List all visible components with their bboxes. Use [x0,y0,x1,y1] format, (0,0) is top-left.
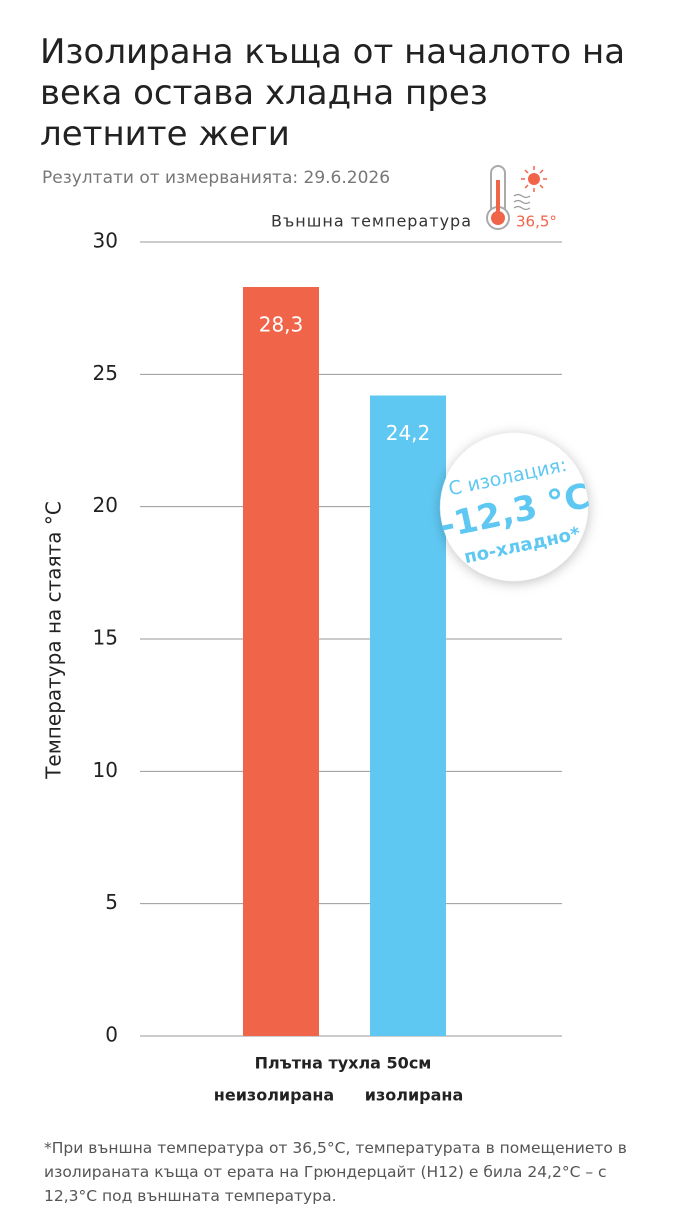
y-tick-label: 10 [93,758,118,782]
chart-title: Изолирана къща от началото на века остав… [40,32,626,154]
bar [370,395,446,1036]
y-tick-label: 0 [105,1023,118,1047]
footnote: *При външна температура от 36,5°C, темпе… [44,1139,627,1205]
chart-subtitle: Резултати от измерванията: 29.6.2026 [42,168,391,188]
badge: С изолация:-12,3 °Cпо-хладно* [437,433,593,581]
outside-value: 36,5° [516,213,557,231]
value-label: 24,2 [386,421,431,445]
y-tick-label: 15 [93,626,118,650]
badge-circle [440,433,588,581]
y-tick-label: 5 [105,890,118,914]
y-axis-title: Температура на стаята °C [42,501,66,780]
outside-label: Външна температура [271,212,472,231]
thermometer-icon [486,165,547,230]
y-tick-label: 30 [93,229,118,253]
y-tick-label: 20 [93,493,118,517]
x-tick-label: неизолирана [214,1086,334,1105]
value-label: 28,3 [259,312,304,336]
bar [243,286,319,1036]
group-label: Плътна тухла 50см [255,1054,432,1073]
y-tick-label: 25 [93,361,118,385]
x-tick-label: изолирана [365,1086,464,1105]
